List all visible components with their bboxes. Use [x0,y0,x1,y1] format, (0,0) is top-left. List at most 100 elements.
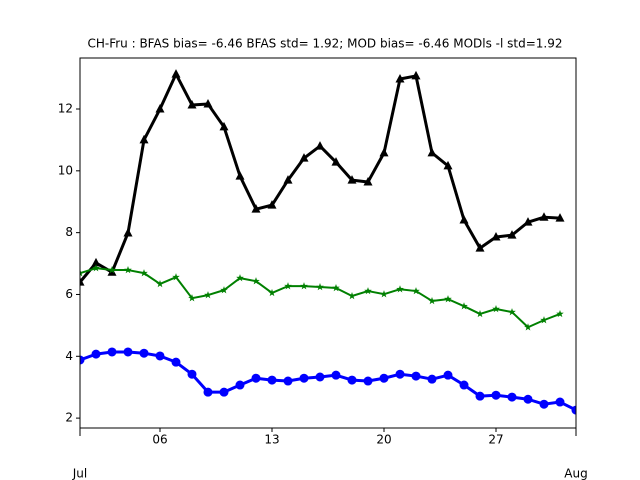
marker [555,213,565,222]
marker [460,302,468,310]
marker [507,230,517,239]
x-tick-label: 06 [152,433,167,447]
marker [475,391,485,401]
marker [92,264,100,272]
y-tick-label: 2 [65,411,73,425]
marker [108,266,116,274]
y-tick-label: 6 [65,287,73,301]
marker [492,304,500,313]
y-tick-label: 12 [58,102,73,116]
marker [267,375,277,385]
x-month-label: Aug [564,467,587,480]
marker [283,175,293,184]
series-line [80,72,561,284]
marker [363,376,373,386]
marker [91,257,101,267]
marker [411,371,421,381]
y-tick-label: 8 [65,225,73,239]
marker [267,200,277,209]
marker [523,217,533,226]
marker [251,373,261,383]
marker [203,99,213,108]
marker [411,70,421,80]
marker [300,282,308,290]
marker [187,369,197,379]
marker [156,279,164,288]
marker [347,375,357,385]
marker [539,212,549,221]
marker [220,286,228,294]
marker [380,290,388,298]
chart-title: CH-Fru : BFAS bias= -6.46 BFAS std= 1.92… [87,37,562,51]
plot-area [80,69,576,415]
marker [235,171,245,180]
marker [187,99,197,109]
marker [459,214,469,224]
x-tick-label: 20 [376,433,391,447]
marker [235,380,245,390]
marker [316,283,324,291]
series-line [80,267,561,329]
marker [172,273,180,281]
marker [491,231,501,241]
marker [219,387,229,397]
marker [284,282,292,290]
marker [507,392,517,402]
marker [396,285,404,293]
marker [124,266,132,274]
marker [523,394,533,404]
marker [444,295,452,303]
marker [556,309,564,318]
x-tick-label: 27 [488,433,503,447]
marker [363,176,373,186]
marker [348,292,356,300]
x-month-label: Jul [72,467,87,480]
marker [364,287,372,295]
marker [571,405,576,415]
series-line [80,350,576,412]
marker [251,204,261,213]
marker [203,387,213,397]
marker [331,370,341,380]
marker [140,269,148,277]
marker [315,141,325,150]
marker [219,121,229,131]
marker [475,243,485,252]
marker [123,347,133,357]
marker [395,369,405,379]
marker [204,291,212,299]
marker [379,373,389,383]
marker [268,288,276,297]
marker [555,397,565,407]
marker [171,357,181,367]
marker [299,153,309,162]
marker [491,390,501,400]
marker [508,308,516,316]
y-tick-label: 4 [65,349,73,363]
marker [524,323,532,331]
axes-frame [79,57,577,429]
marker [155,104,165,113]
x-tick-label: 13 [264,433,279,447]
marker [139,348,149,358]
marker [315,372,325,382]
marker [443,160,453,170]
marker [459,380,469,390]
marker [299,373,309,383]
marker [171,69,181,78]
marker [332,283,340,292]
marker [412,287,420,295]
marker [427,147,437,157]
marker [379,147,389,157]
marker [476,309,484,318]
marker [428,296,436,305]
marker [80,269,84,277]
marker [331,157,341,166]
marker [539,399,549,409]
marker [123,227,133,237]
marker [107,347,117,357]
marker [395,74,405,83]
marker [139,134,149,144]
marker [155,351,165,361]
